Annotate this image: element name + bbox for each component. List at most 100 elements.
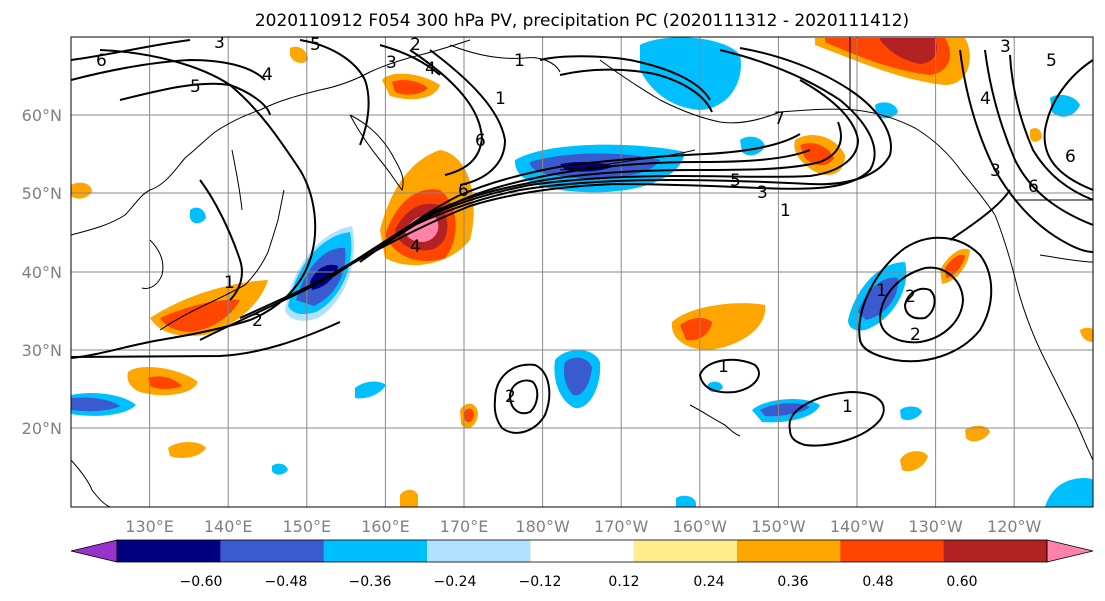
lat-label-30n: 30°N [22,341,62,360]
coast-japan [159,189,285,331]
shade-red-central [680,317,712,341]
pv-contour-na-ridge [1043,59,1093,191]
shade-red-small-4 [392,80,428,95]
shade-blue-small-9 [900,406,922,420]
shade-orange-small-5 [168,442,206,458]
pv-contour-ne-low-2 [878,266,965,344]
contour-label: 5 [190,77,201,97]
contour-label: 6 [1065,147,1076,167]
contour-label: 2 [410,35,421,55]
pv-contour-jet-7 [379,133,801,249]
coast-asia-south [71,459,111,507]
coast-na-border-2 [1039,254,1093,263]
contour-label: 6 [1028,177,1039,197]
contour-label: 1 [842,397,853,417]
colorbar-segment [737,540,841,562]
colorbar-segment [427,540,531,562]
pv-contour-kam-low [429,49,507,186]
colorbar-segment [943,540,1048,562]
pv-contour-bering-2 [559,68,713,113]
pv-contour-central-1 [698,358,760,394]
lat-label-50n: 50°N [22,184,62,203]
contour-label: 1 [780,201,791,221]
colorbar-segment [323,540,428,562]
pv-contour-na-trough-2 [984,49,1093,226]
colorbar-labels: −0.60 −0.48 −0.36 −0.24 −0.12 0.12 0.24 … [180,574,978,590]
coast-korea [141,239,164,289]
shade-orange-small-3 [290,46,308,63]
pv-contour-na-trough-1 [959,49,1093,253]
pv-contour-ne-low-4 [949,189,1011,241]
contour-labels: 6 5 4 3 5 3 2 4 1 1 6 6 4 1 2 5 3 1 7 3 [96,33,1076,417]
shade-orange-small-16 [965,425,990,442]
lon-label-140e: 140°E [204,517,253,536]
lon-label-150e: 150°E [282,517,331,536]
contour-label: 1 [876,281,887,301]
contour-label: 3 [1000,37,1011,57]
contour-label: 2 [905,287,916,307]
shade-red-small-1 [464,408,474,423]
map-panel: 6 5 4 3 5 3 2 4 1 1 6 6 4 1 2 5 3 1 7 3 [70,33,1094,508]
lat-label-40n: 40°N [22,263,62,282]
pv-contour-jet-1 [71,49,317,359]
colorbar-segment [220,540,325,562]
lon-label-180: 180°W [515,517,570,536]
contour-label: 4 [980,89,991,109]
pv-contour-subtrop-2 [508,379,539,415]
coast-aleutians [559,149,696,171]
precipitation-shading [71,37,1093,507]
contour-label: 4 [410,237,421,257]
colorbar-label: 0.12 [608,574,639,590]
coast-asia-mainland [71,39,471,236]
pv-contour-ne-low-3 [903,287,936,320]
colorbar-segment [117,540,221,562]
shade-midblue-subtrop-2 [760,403,810,417]
pv-contour-bering-1 [539,55,711,101]
contour-label: 2 [910,325,921,345]
contour-label: 3 [990,161,1001,181]
lon-label-170e: 170°E [440,517,489,536]
contour-label: 5 [310,35,321,55]
pv-contour-subtrop-1 [493,363,551,434]
contour-label: 4 [425,59,436,79]
contour-label: 4 [262,65,273,85]
colorbar-label: 0.48 [862,574,893,590]
pv-contour-japan-6 [71,39,191,61]
shade-orange-small-19 [1080,327,1093,342]
contour-label: 1 [495,89,506,109]
lon-label-160e: 160°E [361,517,410,536]
shade-blue-small-17 [676,495,696,507]
contour-label: 1 [718,357,729,377]
contour-label: 2 [252,311,263,331]
contour-label: 3 [386,53,397,73]
map-frame [70,36,1094,508]
pv-contour-japan-5 [71,58,266,81]
colorbar-segment [530,540,635,562]
shade-red-japan [160,299,240,332]
colorbar-label: −0.36 [349,574,392,590]
pv-contour-kam-low-2 [409,49,484,176]
colorbar-frame [116,539,1048,563]
lon-label-140w: 140°W [830,517,885,536]
coast-kamchatka [349,114,404,192]
colorbar-label: −0.60 [180,574,223,590]
pv-contours [71,39,1093,447]
shade-blue-small-12 [190,207,206,224]
shade-midblue-ne-pacific [858,277,899,320]
coast-hawaii [689,404,741,437]
shade-red-west-trop [148,376,182,389]
contour-label: 3 [214,33,225,53]
colorbar-label: −0.24 [434,574,477,590]
pv-contour-na-trough-3 [1009,54,1093,201]
shade-blue-bering [640,37,741,110]
contour-label: 6 [475,131,486,151]
colorbar-label: 0.60 [946,574,977,590]
colorbar-label: −0.48 [265,574,308,590]
shade-orange-small-2 [900,451,928,472]
shade-blue-small-20 [272,463,288,475]
pv-contour-okhotsk-2 [379,44,441,76]
shade-midblue-west-trop [71,397,120,412]
shade-orange-small-15 [1030,128,1042,142]
lon-label-170w: 170°W [594,517,649,536]
coastlines [71,37,1093,507]
